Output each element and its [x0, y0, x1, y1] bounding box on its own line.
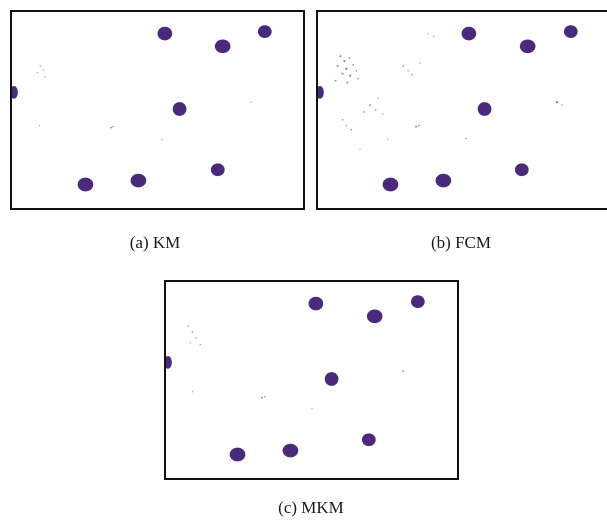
cell-blob — [229, 447, 246, 462]
cell-blob — [366, 309, 383, 324]
caption-fcm: (b) FCM — [431, 233, 491, 252]
segmentation-panel-mkm — [164, 280, 459, 480]
cell-blob — [157, 26, 173, 41]
cell-blob — [435, 173, 452, 188]
mkm-segmentation-image — [166, 295, 425, 462]
cell-blob — [130, 173, 147, 188]
cell-blob — [210, 163, 225, 177]
km-segmentation-image — [12, 25, 272, 192]
cell-blob — [166, 355, 172, 369]
segmentation-panel-fcm — [316, 10, 607, 210]
cell-blob — [282, 443, 299, 458]
fcm-segmentation-image — [318, 25, 578, 192]
segmentation-panel-km — [10, 10, 305, 210]
cell-blob — [318, 85, 324, 99]
cell-blob — [382, 177, 399, 192]
cell-blob — [308, 296, 324, 311]
cell-blob — [514, 163, 529, 177]
cell-blob — [361, 433, 376, 447]
caption-km: (a) KM — [129, 233, 181, 252]
cell-blob — [77, 177, 94, 192]
cell-blob — [477, 102, 492, 116]
cell-blob — [410, 295, 425, 308]
caption-mkm: (c) MKM — [278, 498, 344, 517]
cell-blob — [563, 25, 578, 38]
cell-blob — [257, 25, 272, 38]
cell-blob — [214, 39, 231, 54]
cell-blob — [519, 39, 536, 54]
cell-blob — [12, 85, 18, 99]
cell-blob — [461, 26, 477, 41]
cell-blob — [324, 372, 339, 386]
cell-blob — [172, 102, 187, 116]
